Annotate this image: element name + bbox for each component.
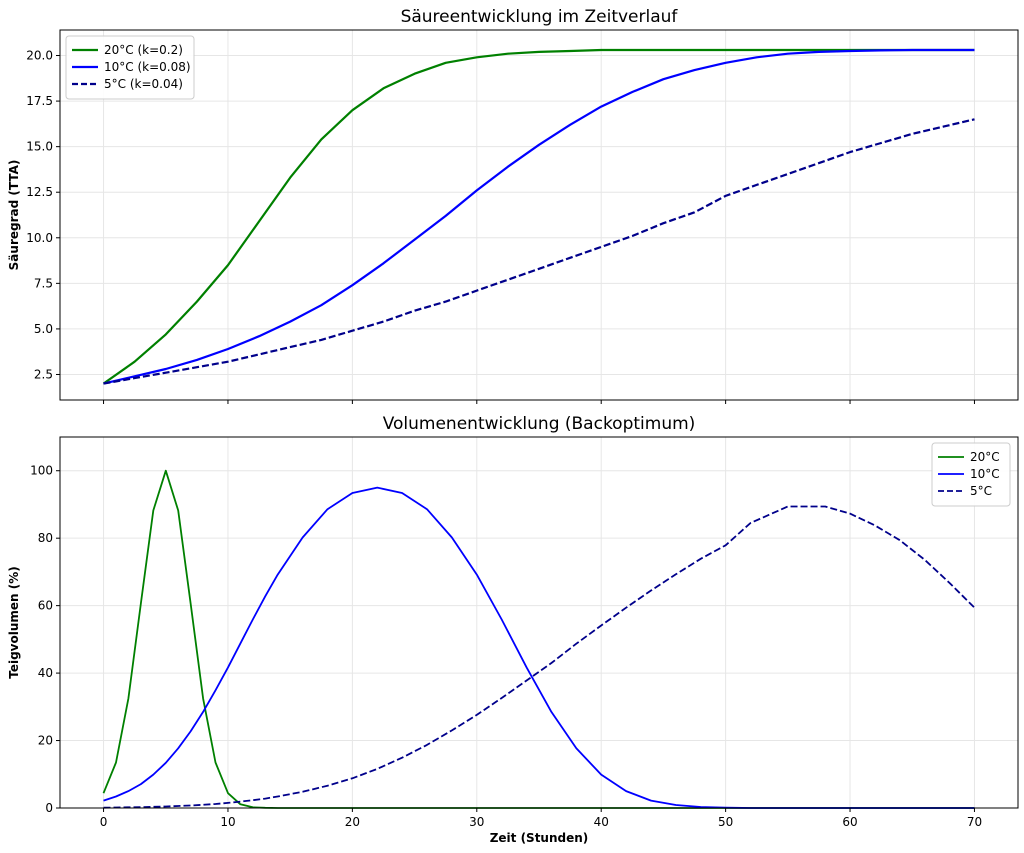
volume-chart-xtick-label: 30	[469, 815, 484, 829]
volume-chart-ticks: 0 10 20 30 40 50 60 70 0 20 40 60 80 100	[30, 464, 982, 829]
acid-chart-series-line-1	[103, 48, 975, 385]
acid-chart-ytick-label: 12.5	[26, 185, 53, 199]
volume-chart-xtick-label: 0	[100, 815, 108, 829]
volume-chart-legend-label-0: 20°C	[970, 450, 1000, 464]
volume-chart-xtick-label: 70	[967, 815, 982, 829]
volume-chart: 0 10 20 30 40 50 60 70 0 20 40 60 80 100 Volumenentwi…	[7, 414, 1019, 845]
acid-chart-grid	[60, 30, 1018, 400]
volume-chart-series-line-2	[103, 505, 976, 809]
volume-chart-plot-area	[59, 436, 1019, 809]
acid-chart-ytick-label: 7.5	[34, 276, 53, 290]
volume-chart-ytick-label: 40	[38, 666, 53, 680]
acid-chart-ticks: 2.5 5.0 7.5 10.0 12.5 15.0 17.5 20.0	[26, 49, 975, 404]
volume-chart-ylabel: Teigvolumen (%)	[7, 566, 21, 679]
volume-chart-xtick-label: 10	[220, 815, 235, 829]
acid-chart-title: Säureentwicklung im Zeitverlauf	[401, 7, 679, 27]
acid-chart-ytick-label: 20.0	[26, 49, 53, 63]
acid-chart-ytick-label: 2.5	[34, 367, 53, 381]
acid-chart-ytick-label: 15.0	[26, 140, 53, 154]
volume-chart-xtick-label: 60	[842, 815, 857, 829]
volume-chart-xtick-label: 40	[594, 815, 609, 829]
acid-chart-lines	[102, 48, 975, 385]
acid-chart-legend-label-1: 10°C (k=0.08)	[104, 60, 191, 74]
volume-chart-ytick-label: 60	[38, 599, 53, 613]
acid-chart-legend-label-0: 20°C (k=0.2)	[104, 43, 183, 57]
volume-chart-title: Volumenentwicklung (Backoptimum)	[383, 414, 696, 434]
volume-chart-grid	[60, 437, 1018, 809]
acid-chart-ytick-label: 10.0	[26, 231, 53, 245]
acid-chart-plot-area	[59, 29, 1019, 401]
volume-chart-ytick-label: 80	[38, 531, 53, 545]
volume-chart-ytick-label: 100	[30, 464, 53, 478]
volume-chart-ytick-label: 0	[45, 801, 53, 815]
volume-chart-ytick-label: 20	[38, 734, 53, 748]
volume-chart-xlabel: Zeit (Stunden)	[490, 831, 589, 845]
acid-chart-ytick-label: 5.0	[34, 322, 53, 336]
volume-chart-xtick-label: 50	[718, 815, 733, 829]
acid-chart-series-line-2	[103, 118, 975, 385]
acid-chart-legend: 20°C (k=0.2) 10°C (k=0.08) 5°C (k=0.04)	[65, 35, 195, 100]
acid-chart-legend-label-2: 5°C (k=0.04)	[104, 77, 183, 91]
acid-chart: 2.5 5.0 7.5 10.0 12.5 15.0 17.5 20.0 Säureentwi…	[7, 7, 1019, 404]
acid-chart-ylabel: Säuregrad (TTA)	[7, 160, 21, 271]
volume-chart-xtick-label: 20	[345, 815, 360, 829]
volume-chart-legend-label-1: 10°C	[970, 467, 1000, 481]
volume-chart-legend-label-2: 5°C	[970, 484, 992, 498]
acid-chart-series-line-0	[102, 48, 975, 385]
acid-chart-legend-box	[65, 35, 195, 100]
acid-chart-ytick-label: 17.5	[26, 94, 53, 108]
volume-chart-legend: 20°C 10°C 5°C	[931, 442, 1011, 507]
